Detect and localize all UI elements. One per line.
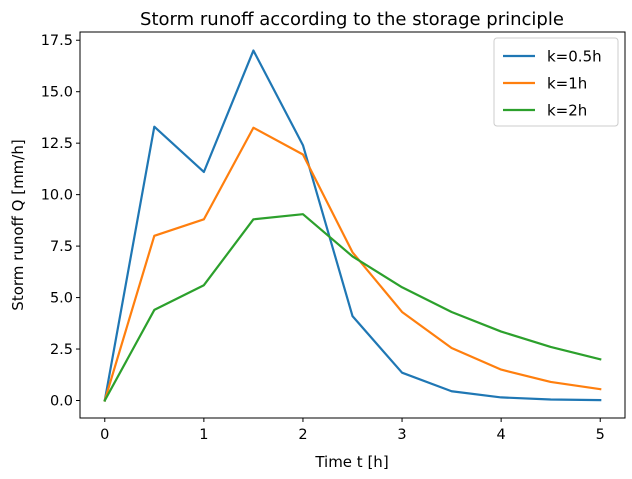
series-line-0 — [103, 49, 602, 402]
y-tick-label: 10.0 — [41, 188, 73, 204]
x-axis-label: Time t [h] — [314, 453, 388, 471]
series-layer — [103, 49, 602, 402]
y-tick-label: 2.5 — [50, 342, 73, 358]
y-tick-label: 7.5 — [50, 239, 73, 255]
legend: k=0.5h k=1h k=2h — [493, 37, 619, 127]
x-tick-label: 5 — [596, 427, 605, 443]
legend-label-2: k=2h — [547, 102, 587, 120]
series-line-2 — [103, 213, 602, 402]
y-tick-label: 15.0 — [41, 85, 73, 101]
y-tick-label: 12.5 — [41, 136, 73, 152]
x-tick-label: 0 — [100, 427, 109, 443]
y-tick-label: 0.0 — [50, 394, 73, 410]
y-axis: 0.0 2.5 5.0 7.5 10.0 12.5 15.0 17.5 — [41, 33, 80, 410]
x-tick-label: 4 — [497, 427, 506, 443]
legend-frame — [493, 37, 619, 127]
x-axis: 0 1 2 3 4 5 — [100, 418, 605, 443]
chart-title: Storm runoff according to the storage pr… — [140, 9, 564, 30]
y-tick-label: 17.5 — [41, 33, 73, 49]
x-tick-label: 2 — [298, 427, 307, 443]
legend-label-0: k=0.5h — [547, 48, 602, 66]
x-tick-label: 1 — [199, 427, 208, 443]
legend-label-1: k=1h — [547, 75, 587, 93]
x-tick-label: 3 — [397, 427, 406, 443]
series-line-1 — [103, 126, 602, 402]
y-tick-label: 5.0 — [50, 291, 73, 307]
y-axis-label: Storm runoff Q [mm/h] — [9, 139, 27, 310]
plot-frame — [79, 31, 626, 419]
